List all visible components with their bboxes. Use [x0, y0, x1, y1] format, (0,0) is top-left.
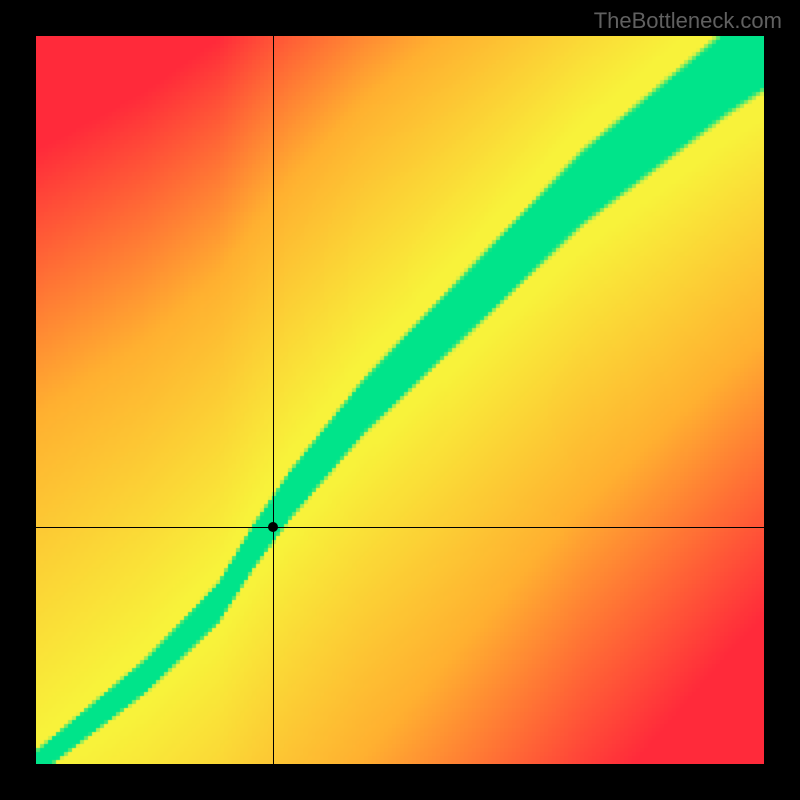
plot-area: [36, 36, 764, 764]
crosshair-horizontal: [36, 527, 764, 528]
heatmap-canvas: [36, 36, 764, 764]
crosshair-vertical: [273, 36, 274, 764]
selection-marker: [268, 522, 278, 532]
watermark-text: TheBottleneck.com: [594, 8, 782, 34]
chart-container: TheBottleneck.com: [0, 0, 800, 800]
